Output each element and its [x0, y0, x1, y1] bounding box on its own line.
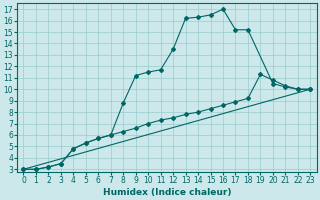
X-axis label: Humidex (Indice chaleur): Humidex (Indice chaleur) [103, 188, 231, 197]
